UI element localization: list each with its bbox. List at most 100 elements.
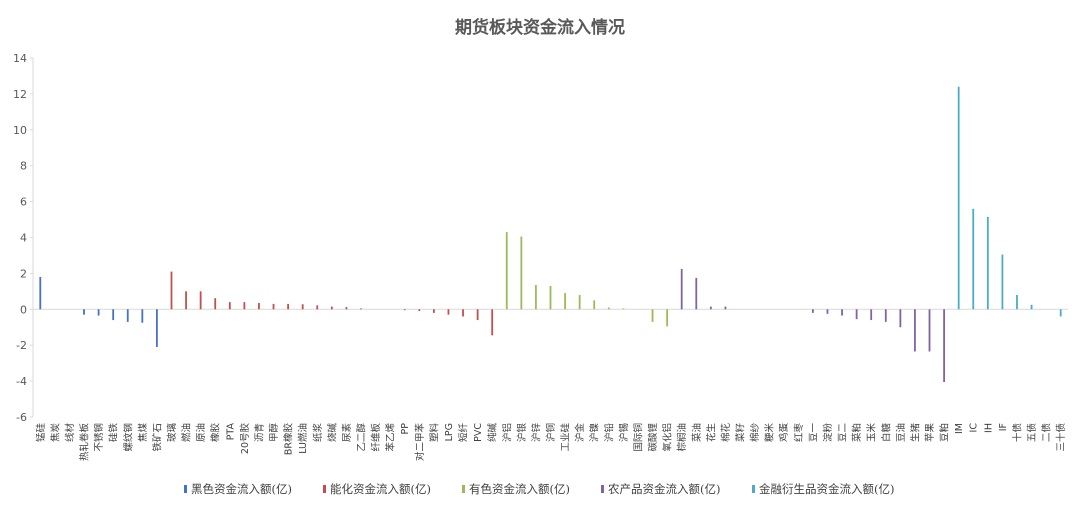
x-tick-label: 沪铅: [603, 423, 615, 443]
bar: [870, 309, 873, 321]
bar: [811, 309, 814, 313]
bar: [593, 300, 596, 310]
chart-title: 期货板块资金流入情况: [455, 17, 625, 38]
x-tick-label: 橡胶: [210, 423, 222, 443]
x-tick-label: 棉纱: [749, 423, 761, 443]
bar: [403, 309, 406, 311]
x-tick-label: 沪镍: [589, 423, 601, 443]
x-tick-label: IF: [998, 423, 1009, 431]
x-tick-label: 烧碱: [326, 423, 338, 443]
bar: [185, 291, 187, 310]
x-tick-label: 铁矿石: [151, 423, 163, 452]
y-tick-label: 8: [20, 160, 27, 173]
x-tick-label: 花生: [705, 423, 717, 443]
bar: [914, 309, 916, 352]
legend-swatch: [184, 485, 187, 493]
bar: [112, 309, 115, 321]
bar: [462, 309, 464, 317]
bar: [943, 309, 945, 382]
bar: [214, 298, 217, 310]
x-tick-label: 豆一: [808, 423, 819, 443]
x-tick-label: 生猪: [909, 423, 921, 443]
bar: [884, 309, 887, 322]
bar: [199, 291, 202, 310]
x-tick-label: IC: [969, 423, 980, 433]
x-tick-label: 沪锌: [530, 423, 542, 443]
x-tick-label: 20号胶: [239, 423, 251, 455]
legend-swatch: [601, 485, 604, 493]
x-tick-label: 玻璃: [166, 423, 178, 442]
bar: [141, 309, 144, 323]
x-axis-labels: 锰硅 焦炭 线材 热轧卷板 不锈钢 硅铁 螺纹钢 焦煤 铁矿石 玻璃 燃油 原油 橡胶 PTA 20号胶 沥青…: [35, 423, 1067, 462]
x-tick-label: 菜籽: [735, 423, 747, 443]
bar: [1016, 294, 1018, 310]
bar: [928, 309, 931, 352]
legend-label: 金融衍生品资金流入额(亿): [759, 482, 894, 496]
x-tick-label: 淀粉: [822, 423, 834, 443]
y-axis-ticks: -6 -4 -2 0 2 4 6 8 10 12 14: [13, 52, 33, 424]
x-tick-label: 苯乙烯: [385, 423, 397, 452]
x-tick-label: 沪铜: [545, 423, 557, 442]
x-tick-label: 沪银: [516, 423, 528, 443]
bar: [258, 303, 260, 310]
x-tick-label: 二债: [1041, 423, 1053, 443]
x-tick-label: 玉米: [866, 423, 878, 443]
bar: [1059, 309, 1062, 317]
bar: [316, 305, 319, 310]
x-tick-label: 碳酸锂: [647, 423, 659, 452]
bar: [899, 309, 902, 328]
y-tick-label: 12: [13, 88, 27, 101]
x-tick-label: 甲醇: [268, 423, 280, 443]
x-tick-label: 塑料: [428, 423, 440, 443]
bar: [520, 236, 523, 310]
bar: [549, 285, 552, 310]
bar: [1001, 254, 1004, 310]
bar: [957, 86, 960, 310]
x-tick-label: 沪锡: [618, 423, 630, 442]
x-tick-label: 白糖: [880, 423, 892, 443]
x-tick-label: 沥青: [253, 423, 265, 442]
x-tick-label: 不锈钢: [93, 423, 105, 452]
x-tick-label: PVC: [473, 423, 484, 442]
bar: [607, 307, 610, 310]
bar: [156, 309, 158, 347]
x-tick-label: 豆粕: [939, 423, 951, 442]
bar: [709, 306, 712, 310]
y-tick-label: -4: [16, 375, 27, 388]
x-tick-label: 三十债: [1055, 423, 1067, 452]
bar: [986, 216, 989, 310]
bar: [228, 302, 231, 310]
y-tick-label: 10: [13, 124, 27, 137]
x-tick-label: 热轧卷板: [79, 423, 91, 462]
x-tick-label: 纤维板: [370, 423, 382, 452]
legend-swatch: [323, 485, 326, 493]
bar: [83, 309, 85, 315]
bar: [39, 276, 42, 310]
x-tick-label: 豆油: [895, 423, 907, 442]
y-tick-label: 14: [13, 52, 27, 65]
legend-label: 能化资金流入额(亿): [330, 482, 431, 496]
bar: [330, 306, 333, 310]
x-tick-label: IH: [983, 423, 994, 433]
bar: [564, 293, 566, 310]
x-tick-label: 线材: [64, 423, 76, 443]
x-tick-label: 锰硅: [35, 423, 47, 443]
x-tick-label: 纸浆: [312, 423, 324, 443]
y-tick-label: 0: [20, 303, 27, 316]
x-tick-label: 国际铜: [632, 423, 644, 452]
legend-swatch: [752, 485, 755, 493]
legend: 黑色资金流入额(亿) 能化资金流入额(亿) 有色资金流入额(亿) 农产品资金流入额(亿…: [184, 482, 894, 496]
bar: [360, 308, 362, 310]
x-tick-label: 鸡蛋: [778, 423, 790, 443]
x-tick-label: 纯碱: [487, 423, 499, 443]
bar: [170, 271, 173, 310]
bar: [126, 309, 129, 322]
bar: [432, 309, 435, 313]
x-tick-label: 菜油: [691, 423, 703, 442]
x-tick-label: 五债: [1026, 423, 1038, 443]
bar: [272, 303, 275, 310]
x-tick-label: 棉花: [720, 423, 732, 443]
x-tick-label: LPG: [444, 423, 455, 441]
bar: [301, 304, 304, 310]
x-tick-label: PTA: [225, 423, 236, 441]
